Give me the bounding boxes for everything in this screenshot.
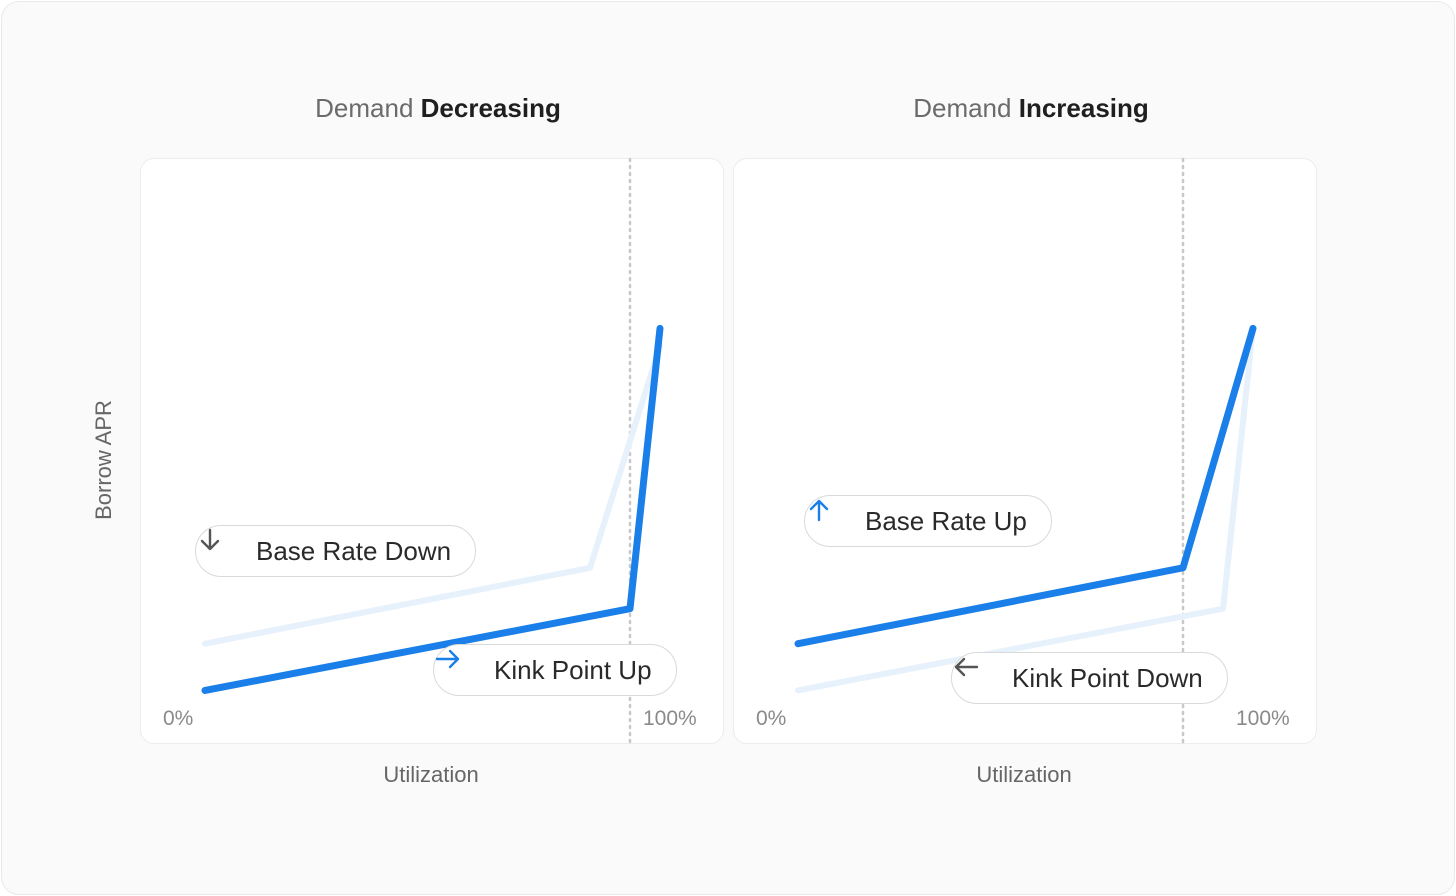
annotation-label: Kink Point Down xyxy=(1012,662,1203,693)
x-tick-max: 100% xyxy=(1236,707,1290,730)
title-muted-text: Demand xyxy=(913,93,1012,123)
arrow-up-icon xyxy=(809,499,853,535)
arrow-down-icon xyxy=(200,528,244,565)
series-line-previous-curve xyxy=(795,325,1256,694)
series-line-new-curve xyxy=(794,324,1257,648)
title-strong-text: Decreasing xyxy=(420,93,561,123)
title-muted-text: Demand xyxy=(315,93,414,123)
annotation-base-rate-down: Base Rate Down xyxy=(195,525,477,577)
chart-plot-increasing xyxy=(794,157,1257,745)
annotation-label: Base Rate Down xyxy=(256,535,452,566)
arrow-left-icon xyxy=(954,657,1000,692)
annotation-kink-point-up: Kink Point Up xyxy=(433,644,677,696)
chart-title-decreasing: Demand Decreasing xyxy=(238,90,638,126)
arrow-right-icon xyxy=(435,649,482,684)
series-line-previous-curve xyxy=(202,342,663,647)
annotation-label: Kink Point Up xyxy=(494,654,652,685)
x-tick-min: 0% xyxy=(163,707,194,730)
chart-plot-decreasing xyxy=(201,157,664,745)
x-tick-min: 0% xyxy=(756,707,787,730)
title-strong-text: Increasing xyxy=(1018,93,1149,123)
chart-card-decreasing: Base Rate Down Kink Point Up 0% 100% xyxy=(140,157,724,745)
series-line-new-curve xyxy=(201,324,664,694)
annotation-base-rate-up: Base Rate Up xyxy=(804,495,1052,547)
chart-title-increasing: Demand Increasing xyxy=(831,90,1231,126)
x-tick-max: 100% xyxy=(643,707,697,730)
y-axis-label: Borrow APR xyxy=(91,400,116,520)
chart-card-increasing: Base Rate Up Kink Point Down 0% 100% xyxy=(733,157,1317,745)
annotation-kink-point-down: Kink Point Down xyxy=(951,652,1228,704)
annotation-label: Base Rate Up xyxy=(865,505,1027,536)
x-axis-label-decreasing: Utilization xyxy=(383,762,479,787)
x-axis-label-increasing: Utilization xyxy=(976,762,1072,787)
